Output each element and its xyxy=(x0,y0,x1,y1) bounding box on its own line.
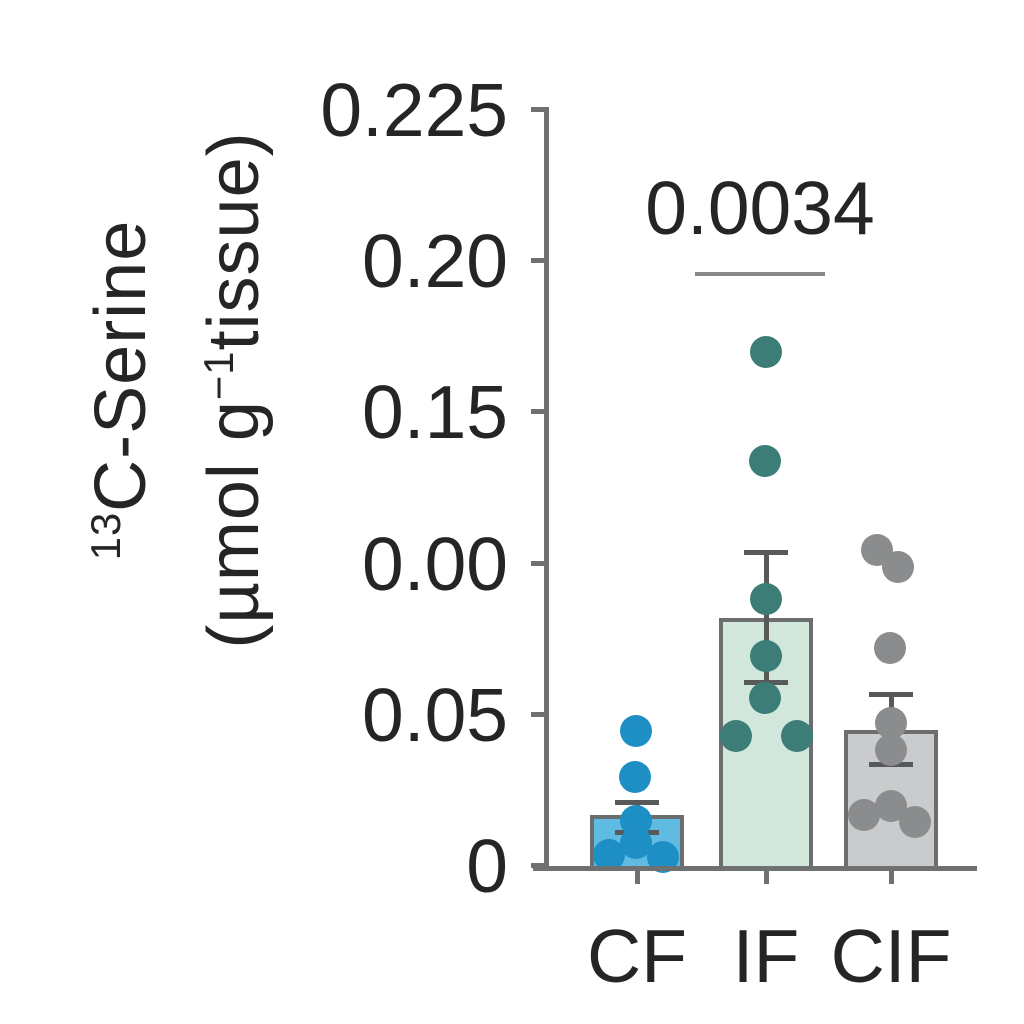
y-tick-label: 0 xyxy=(466,824,508,908)
y-axis-title-line2: (µmol g−1tissue) xyxy=(194,131,274,649)
x-tick xyxy=(889,870,894,884)
x-label-CIF: CIF xyxy=(830,914,952,998)
exponent-superscript: −1 xyxy=(195,350,242,401)
y-tick-label: 0.00 xyxy=(362,521,508,606)
y-tick xyxy=(531,258,546,264)
p-value-label: 0.0034 xyxy=(645,166,875,250)
data-point-CIF xyxy=(882,550,914,583)
data-point-CIF xyxy=(875,733,907,766)
significance-line xyxy=(695,272,825,276)
y-tick-label: 0.20 xyxy=(362,219,508,304)
data-point-IF xyxy=(720,719,752,752)
y-tick xyxy=(531,560,546,566)
data-point-CIF xyxy=(848,798,880,831)
data-point-CF xyxy=(620,827,652,860)
x-label-CF: CF xyxy=(587,914,687,998)
isotope-superscript: 13 xyxy=(82,511,129,561)
y-axis-line xyxy=(544,107,549,870)
data-point-IF xyxy=(781,719,813,752)
y-axis-title: 13C-Serine (µmol g−1tissue) xyxy=(65,0,291,790)
y-tick-label: 0.225 xyxy=(320,68,508,152)
y-tick xyxy=(531,409,546,415)
error-bar-cap xyxy=(869,691,913,697)
y-tick-label: 0.15 xyxy=(362,370,508,455)
data-point-CF xyxy=(619,761,651,794)
data-point-CIF xyxy=(875,706,907,739)
y-axis-title-line1: 13C-Serine xyxy=(81,219,161,561)
data-point-IF xyxy=(750,335,782,368)
data-point-CIF xyxy=(874,631,906,664)
data-point-CF xyxy=(620,715,652,748)
data-point-IF xyxy=(749,444,781,477)
x-tick xyxy=(764,870,769,884)
y-tick xyxy=(531,863,546,868)
data-point-IF xyxy=(750,640,782,673)
y-tick-label: 0.05 xyxy=(362,672,508,757)
data-point-IF xyxy=(749,681,781,714)
y-tick xyxy=(531,711,546,717)
error-bar-cap xyxy=(615,799,659,805)
error-bar-IF xyxy=(764,552,769,684)
data-point-CF xyxy=(593,839,625,872)
data-point-IF xyxy=(750,582,782,615)
x-tick xyxy=(635,870,640,884)
data-point-CIF xyxy=(899,805,931,838)
error-bar-cap xyxy=(744,550,788,556)
x-axis-line xyxy=(533,866,977,871)
x-label-IF: IF xyxy=(732,914,800,998)
y-tick xyxy=(531,107,546,112)
